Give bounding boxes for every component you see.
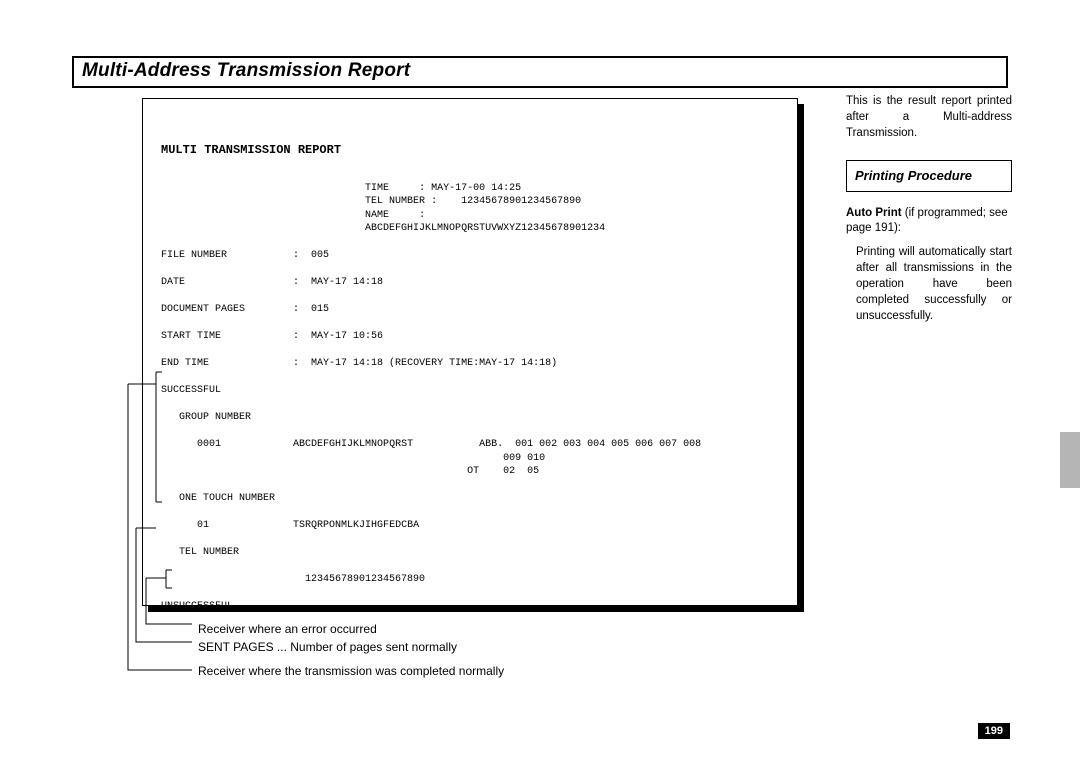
printing-procedure-box: Printing Procedure bbox=[846, 160, 1012, 192]
report-panel: MULTI TRANSMISSION REPORT TIME : MAY-17-… bbox=[142, 98, 798, 606]
callout-error-receiver: Receiver where an error occurred bbox=[198, 620, 504, 638]
auto-print-bold: Auto Print bbox=[846, 207, 902, 219]
side-column: This is the result report printed after … bbox=[846, 94, 1012, 325]
callout-sent-pages: SENT PAGES ... Number of pages sent norm… bbox=[198, 638, 504, 656]
auto-print-body: Printing will automatically start after … bbox=[846, 245, 1012, 324]
section-title: Multi-Address Transmission Report bbox=[82, 60, 410, 81]
callout-normal-receiver: Receiver where the transmission was comp… bbox=[198, 662, 504, 680]
page-number: 199 bbox=[985, 725, 1003, 737]
side-intro-text: This is the result report printed after … bbox=[846, 94, 1012, 142]
callouts: Receiver where an error occurred SENT PA… bbox=[198, 620, 504, 680]
page-number-badge: 199 bbox=[978, 723, 1010, 739]
report-body: TIME : MAY-17-00 14:25 TEL NUMBER : 1234… bbox=[161, 183, 785, 606]
auto-print-line: Auto Print (if programmed; see page 191)… bbox=[846, 206, 1012, 238]
section-title-box: Multi-Address Transmission Report bbox=[72, 56, 1008, 88]
thumb-tab bbox=[1060, 432, 1080, 488]
printing-procedure-title: Printing Procedure bbox=[855, 167, 1003, 185]
report-heading: MULTI TRANSMISSION REPORT bbox=[161, 142, 779, 158]
